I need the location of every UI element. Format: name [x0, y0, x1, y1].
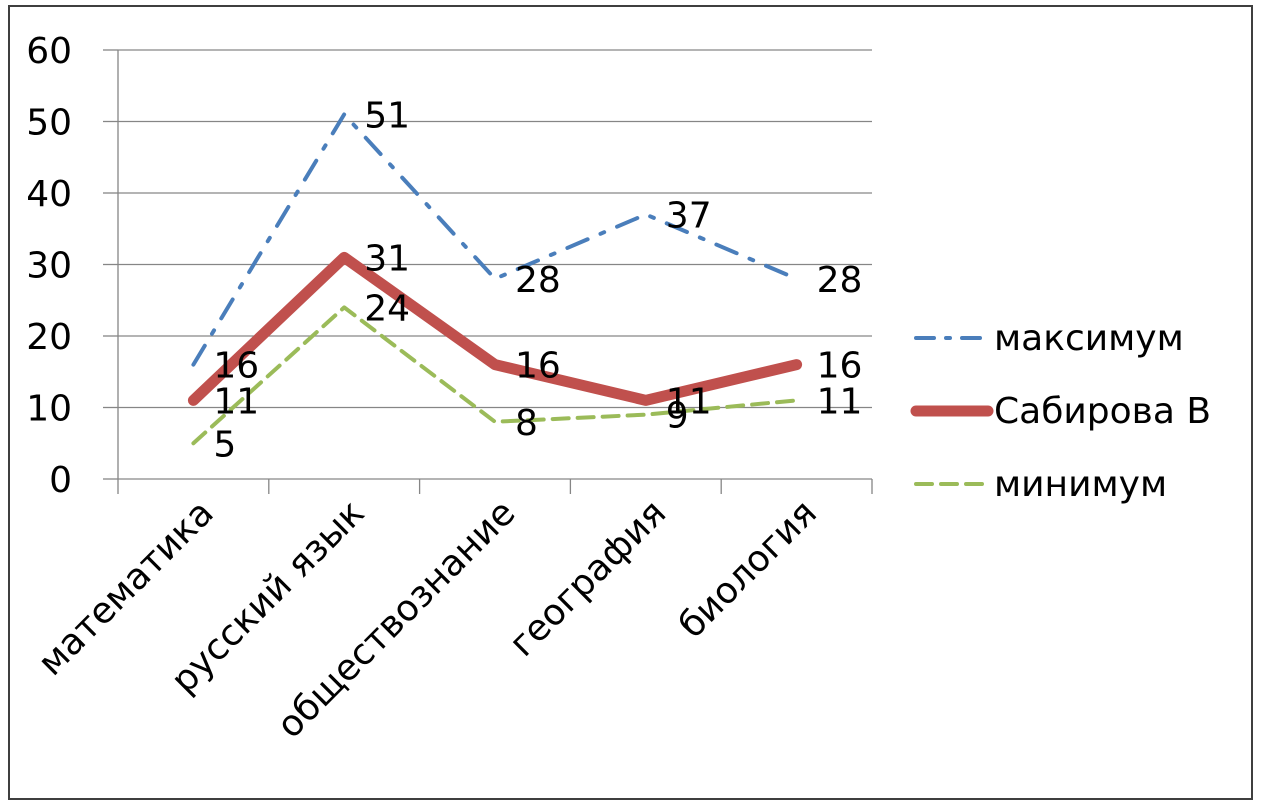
legend: максимум Сабирова В минимум — [910, 318, 1211, 505]
y-tick-label: 10 — [26, 389, 72, 430]
x-tick-label: биология — [671, 492, 825, 646]
data-label: 16 — [515, 346, 561, 387]
legend-label: минимум — [994, 464, 1167, 505]
data-label: 16 — [817, 346, 863, 387]
gridlines — [118, 49, 872, 480]
y-tick-label: 60 — [26, 31, 72, 72]
y-tick-label: 40 — [26, 174, 72, 215]
data-label: 28 — [515, 260, 561, 301]
data-label: 16 — [213, 346, 259, 387]
data-label: 31 — [364, 238, 410, 279]
y-axis: 0 10 20 30 40 50 60 — [26, 31, 119, 501]
data-label: 11 — [213, 381, 259, 422]
legend-label: максимум — [994, 318, 1184, 359]
data-label: 37 — [666, 195, 712, 236]
data-label: 11 — [817, 381, 863, 422]
series-line-0 — [191, 112, 799, 367]
y-tick-label: 30 — [26, 246, 72, 287]
series-lines — [187, 112, 803, 446]
data-label: 28 — [817, 260, 863, 301]
y-tick-label: 50 — [26, 103, 72, 144]
chart-frame — [8, 5, 1253, 800]
data-label: 24 — [364, 288, 410, 329]
legend-label: Сабирова В — [994, 391, 1211, 432]
series-line-1 — [187, 251, 803, 406]
series-line-2 — [191, 305, 799, 446]
data-label: 8 — [515, 403, 538, 444]
y-tick-label: 0 — [49, 460, 72, 501]
data-label: 11 — [666, 381, 712, 422]
data-label: 9 — [666, 396, 689, 437]
x-tick-label: география — [502, 492, 674, 664]
y-tick-label: 20 — [26, 317, 72, 358]
data-label: 51 — [364, 95, 410, 136]
data-label: 5 — [213, 424, 236, 465]
